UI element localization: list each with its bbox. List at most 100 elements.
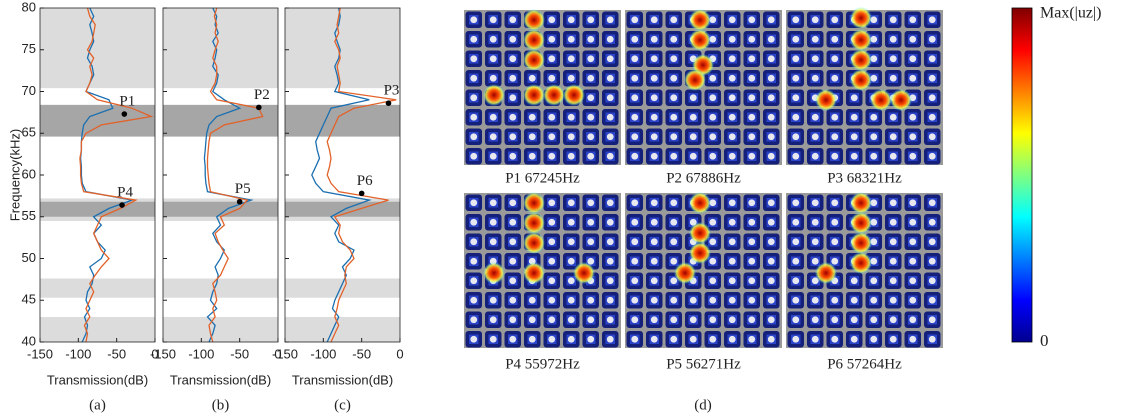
annotation-point [385,100,392,106]
annotation-label: P3 [384,83,400,99]
mode-hotspot [689,242,711,264]
mode-hotspot [523,232,545,254]
annotation-label: P1 [119,93,135,109]
mode-hotspot [523,262,545,284]
x-tick-label: -100 [188,346,214,361]
mode-hotspot [850,7,872,29]
mode-hotspot [689,29,711,51]
x-tick-label: -50 [352,346,371,361]
mode-hotspot [674,262,696,284]
band [163,8,278,89]
mode-hotspot [850,232,872,254]
mode-hotspot [543,84,565,106]
mode-hotspot [689,222,711,244]
band [285,278,400,298]
mode-hotspot [563,84,585,106]
mode-caption: P4 55972Hz [505,356,580,372]
band [163,104,278,137]
mode-hotspot [850,49,872,71]
band [163,316,278,342]
panel-caption: (b) [212,397,230,413]
y-tick-label: 40 [22,333,36,348]
mode-caption: P5 56271Hz [666,356,741,372]
y-tick-label: 75 [22,41,36,56]
x-tick-label: -50 [230,346,249,361]
mode-hotspot [483,262,505,284]
y-tick-label: 60 [22,166,36,181]
mode-hotspot [850,212,872,234]
band [163,278,278,298]
x-tick-label: -100 [310,346,336,361]
colorbar [1011,7,1033,343]
mode-hotspot [815,262,837,284]
y-tick-label: 80 [22,0,36,14]
panel-caption: (c) [334,397,351,413]
annotation-point [256,104,262,111]
mode-shape-image [625,192,782,348]
annotation-point [121,111,128,117]
y-tick-label: 45 [22,292,36,307]
mode-hotspot [689,192,711,214]
mode-hotspot [815,89,837,111]
band [40,316,155,342]
series-line [203,7,254,343]
x-tick-label: -150 [272,346,298,361]
mode-hotspot [850,69,872,91]
colorbar-max-label: Max(|uz|) [1040,5,1102,22]
band [40,278,155,298]
x-axis-label: Transmission(dB) [47,372,148,387]
mode-hotspot [689,9,711,31]
mode-shape-image [625,9,782,165]
band [285,104,400,137]
band [285,316,400,342]
annotation-label: P6 [357,173,373,189]
series-line [206,7,264,343]
y-tick-label: 70 [22,83,36,98]
annotation-label: P4 [117,184,133,200]
mode-hotspot [523,29,545,51]
y-axis-label: Frequency(kHz) [7,129,22,221]
panel-caption: (d) [694,397,712,413]
series-line [79,7,154,343]
x-tick-label: -100 [65,346,91,361]
series-line [311,7,372,343]
mode-hotspot [523,9,545,31]
x-tick-label: -50 [107,346,126,361]
mode-shape-image [786,192,943,348]
x-tick-label: -150 [27,346,53,361]
mode-caption: P1 67245Hz [505,170,580,186]
mode-hotspot [483,84,505,106]
panel-caption: (a) [89,397,106,413]
annotation-label: P5 [235,181,251,197]
mode-hotspot [684,69,706,91]
mode-shape-image [786,7,943,165]
band [40,104,155,137]
mode-hotspot [523,192,545,214]
mode-caption: P6 57264Hz [827,356,902,372]
y-tick-label: 65 [22,125,36,140]
mode-caption: P3 68321Hz [827,170,902,186]
y-tick-label: 55 [22,208,36,223]
x-tick-label: 0 [396,346,403,361]
mode-hotspot [890,89,912,111]
mode-hotspot [523,49,545,71]
annotation-point [119,202,125,208]
colorbar-min-label: 0 [1040,331,1049,350]
annotation-label: P2 [254,87,270,103]
annotation-point [236,198,243,205]
x-tick-label: 0 [151,346,158,361]
annotation-point [358,190,365,197]
mode-shape-image [464,9,621,165]
mode-hotspot [523,212,545,234]
x-tick-label: 0 [274,346,281,361]
mode-hotspot [850,29,872,51]
x-axis-label: Transmission(dB) [170,372,271,387]
mode-hotspot [850,252,872,274]
mode-hotspot [870,89,892,111]
band [285,8,400,89]
mode-caption: P2 67886Hz [666,170,741,186]
band [40,8,155,89]
x-tick-label: -150 [150,346,176,361]
mode-hotspot [573,262,595,284]
